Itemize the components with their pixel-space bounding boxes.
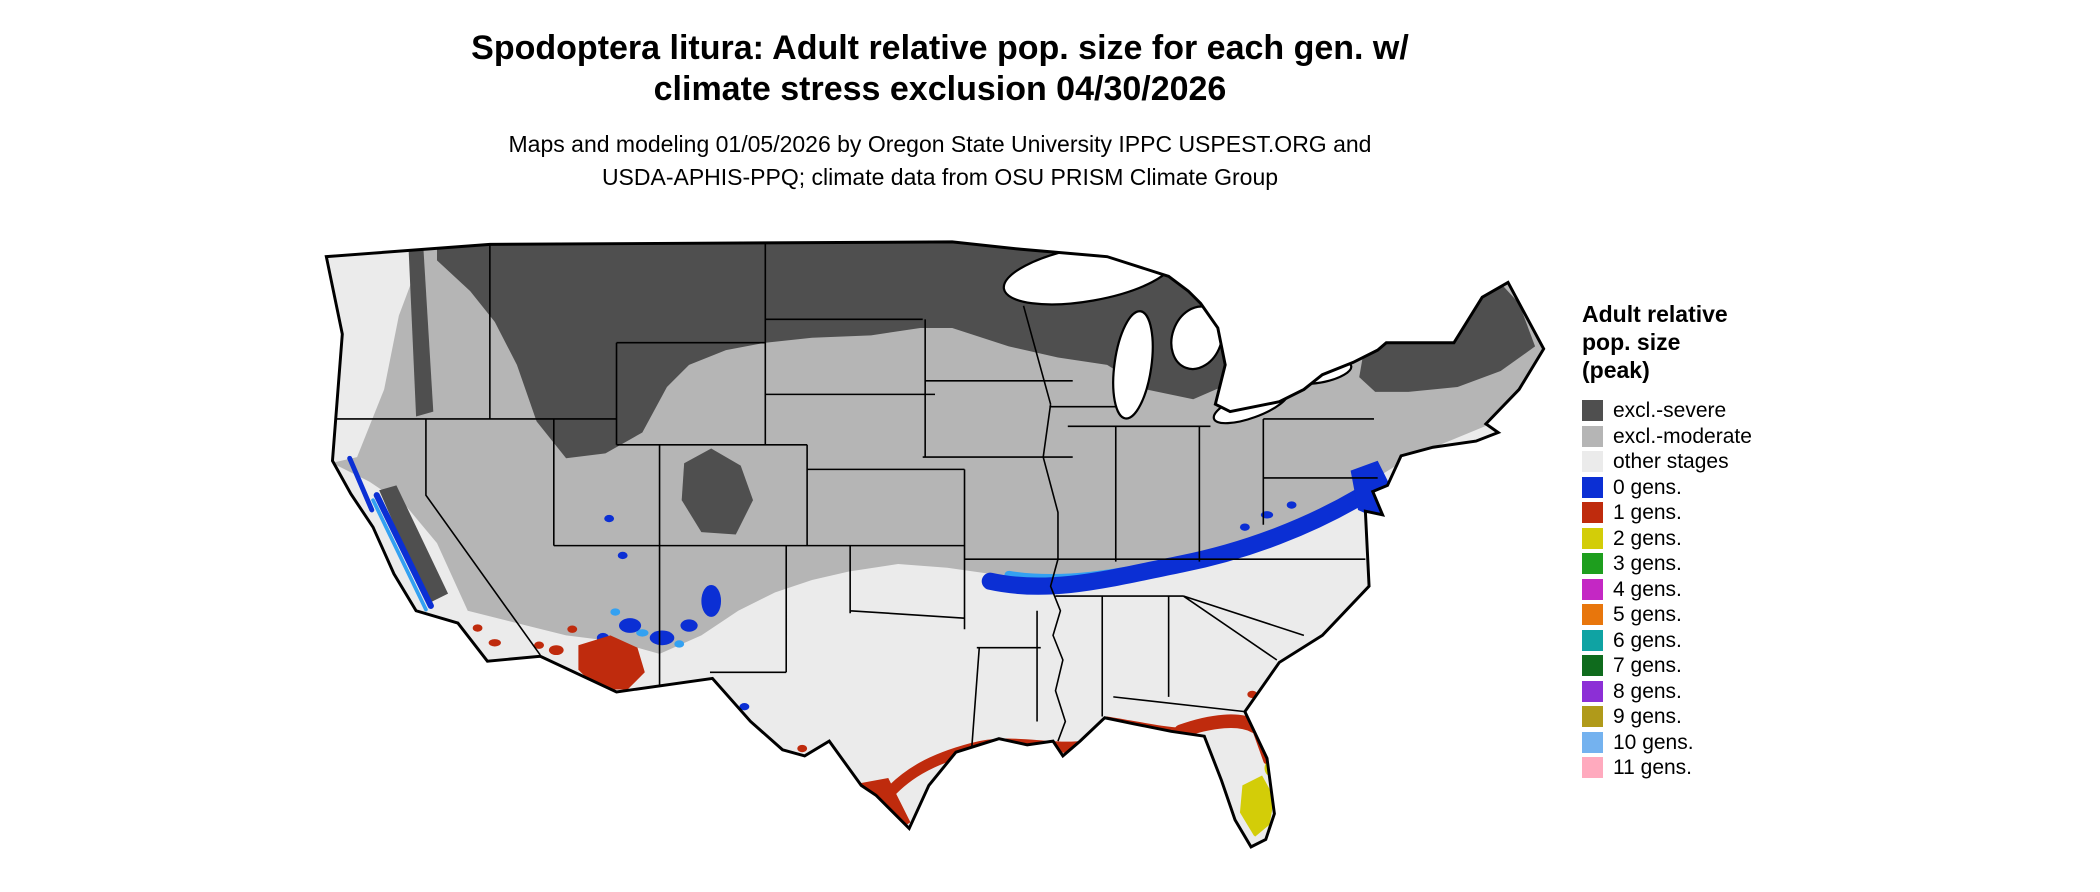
legend-swatch	[1582, 578, 1603, 600]
state-borders	[328, 241, 1378, 747]
legend-label: 2 gens.	[1613, 526, 1682, 550]
legend-item: 11 gens.	[1582, 755, 1752, 781]
legend-title-line1: Adult relative	[1582, 301, 1728, 327]
figure-subtitle: Maps and modeling 01/05/2026 by Oregon S…	[90, 128, 1790, 194]
legend-title: Adult relative pop. size (peak)	[1582, 300, 1752, 384]
legend-swatch	[1582, 604, 1603, 626]
legend-item: 9 gens.	[1582, 704, 1752, 730]
subtitle-line1: Maps and modeling 01/05/2026 by Oregon S…	[508, 131, 1372, 157]
legend-swatch	[1582, 425, 1603, 447]
legend-item: excl.-severe	[1582, 398, 1752, 424]
subtitle-line2: USDA-APHIS-PPQ; climate data from OSU PR…	[601, 164, 1279, 190]
legend-item: 1 gens.	[1582, 500, 1752, 526]
us-map	[324, 240, 1546, 849]
legend-title-line2: pop. size	[1582, 329, 1681, 355]
page-title-line2: climate stress exclusion 04/30/2026	[653, 70, 1227, 108]
legend-swatch	[1582, 680, 1603, 702]
lake-michigan	[1112, 310, 1154, 420]
legend-title-line3: (peak)	[1582, 357, 1650, 383]
legend-label: 5 gens.	[1613, 603, 1682, 627]
legend-swatch	[1582, 731, 1603, 753]
legend-label: 6 gens.	[1613, 628, 1682, 652]
legend-item: 4 gens.	[1582, 577, 1752, 603]
map-region-coastal-other-stages	[326, 241, 429, 466]
figure-header: Spodoptera litura: Adult relative pop. s…	[90, 28, 1790, 194]
page-title-line1: Spodoptera litura: Adult relative pop. s…	[471, 29, 1409, 67]
legend-label: 0 gens.	[1613, 475, 1682, 499]
legend-label: 11 gens.	[1613, 756, 1693, 780]
legend-label: other stages	[1613, 450, 1729, 474]
legend-item: 5 gens.	[1582, 602, 1752, 628]
legend-rows: excl.-severe excl.-moderate other stages…	[1582, 398, 1752, 781]
legend-swatch	[1582, 502, 1603, 524]
legend-swatch	[1582, 629, 1603, 651]
us-outline	[324, 240, 1546, 849]
legend-label: 8 gens.	[1613, 679, 1682, 703]
legend-item: other stages	[1582, 449, 1752, 475]
legend-swatch	[1582, 451, 1603, 473]
legend-item: 7 gens.	[1582, 653, 1752, 679]
legend-label: 3 gens.	[1613, 552, 1682, 576]
legend-swatch	[1582, 655, 1603, 677]
legend-item: 10 gens.	[1582, 730, 1752, 756]
legend: Adult relative pop. size (peak) excl.-se…	[1582, 300, 1752, 781]
legend-item: 0 gens.	[1582, 475, 1752, 501]
legend-swatch	[1582, 706, 1603, 728]
legend-item: 2 gens.	[1582, 526, 1752, 552]
map-band-light-blue-dots	[610, 608, 685, 648]
legend-label: excl.-severe	[1613, 399, 1727, 423]
legend-swatch	[1582, 757, 1603, 779]
legend-label: excl.-moderate	[1613, 424, 1752, 448]
legend-label: 4 gens.	[1613, 577, 1682, 601]
legend-item: 3 gens.	[1582, 551, 1752, 577]
legend-label: 10 gens.	[1613, 730, 1694, 754]
legend-swatch	[1582, 553, 1603, 575]
legend-label: 7 gens.	[1613, 654, 1682, 678]
map-region-0-gens-strokes	[347, 455, 1370, 609]
legend-swatch	[1582, 527, 1603, 549]
legend-item: 6 gens.	[1582, 628, 1752, 654]
legend-label: 1 gens.	[1613, 501, 1682, 525]
legend-swatch	[1582, 476, 1603, 498]
legend-label: 9 gens.	[1613, 705, 1682, 729]
legend-item: 8 gens.	[1582, 679, 1752, 705]
legend-swatch	[1582, 400, 1603, 422]
legend-item: excl.-moderate	[1582, 424, 1752, 450]
